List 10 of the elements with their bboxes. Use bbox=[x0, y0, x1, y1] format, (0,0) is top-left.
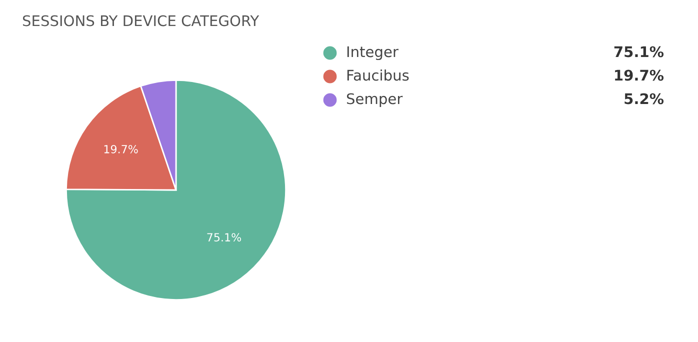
legend-label: Integer bbox=[347, 46, 398, 60]
text: 75.1% bbox=[614, 46, 664, 58]
pie-slice bbox=[66, 80, 286, 300]
legend-label: Faucibus bbox=[347, 69, 409, 81]
data-label: 75.1% bbox=[207, 233, 242, 242]
chart-title: SESSIONS BY DEVICE CATEGORY bbox=[22, 15, 260, 26]
data-label: 19.7% bbox=[104, 144, 138, 154]
text: 19.7% bbox=[615, 70, 664, 81]
legend-label: Semper bbox=[346, 93, 403, 108]
data-label: 5.2% bbox=[624, 93, 664, 104]
